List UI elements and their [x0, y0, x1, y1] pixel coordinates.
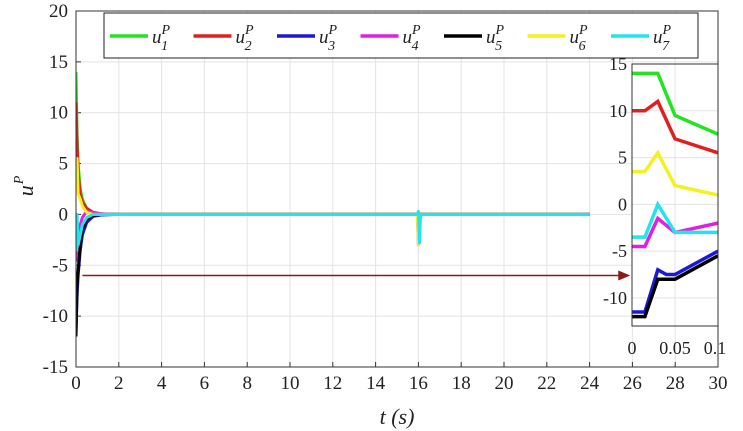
x-tick-label: 16 — [409, 373, 428, 394]
legend-label: uP 5 — [486, 23, 505, 54]
inset-y-tick-label: 15 — [609, 54, 627, 74]
inset-series-line-6 — [632, 149, 718, 197]
main-series-group — [76, 72, 590, 337]
x-tick-label: 12 — [323, 373, 342, 394]
legend: uP 1 uP 2 uP 3 uP 4 uP 5 uP 6 uP 7 — [103, 12, 699, 59]
legend-entry-4: uP 4 — [360, 23, 422, 54]
x-tick-label: 4 — [157, 373, 167, 394]
legend-entry-6: uP 6 — [527, 23, 589, 54]
series-line-6 — [76, 156, 590, 247]
legend-label: uP 3 — [319, 23, 338, 54]
inset-frame — [631, 63, 719, 327]
inset-x-tick-label: 0.1 — [704, 338, 727, 358]
x-tick-label: 30 — [709, 373, 728, 394]
legend-entry-7: uP 7 — [611, 23, 672, 54]
y-tick-label: 15 — [49, 52, 68, 73]
inset-series-line-3 — [632, 249, 718, 314]
x-tick-label: 14 — [366, 373, 386, 394]
series-line-7 — [76, 209, 590, 252]
x-tick-label: 10 — [281, 373, 300, 394]
inset-series-line-5 — [632, 254, 718, 319]
legend-box — [103, 12, 699, 59]
x-tick-label: 24 — [580, 373, 600, 394]
arrow-head — [618, 270, 631, 281]
y-tick-label: 10 — [49, 103, 68, 124]
x-tick-label: 0 — [71, 373, 81, 394]
x-axis-label: t (s) — [380, 404, 415, 429]
legend-entry-5: uP 5 — [444, 23, 505, 54]
x-tick-label: 18 — [452, 373, 471, 394]
legend-entry-2: uP 2 — [193, 23, 255, 54]
y-tick-label: 0 — [59, 204, 69, 225]
inset-y-tick-labels: 15 10 5 0 -5 -10 — [603, 54, 627, 308]
legend-label: uP 2 — [236, 23, 255, 54]
inset-chart: 0 0.05 0.1 15 10 5 0 -5 -10 — [603, 54, 726, 358]
x-tick-label: 28 — [666, 373, 685, 394]
x-tick-labels: 0 2 4 6 8 10 12 14 16 18 20 22 24 26 28 30 — [71, 373, 727, 394]
x-tick-label: 20 — [495, 373, 514, 394]
y-axis-label-text: uP — [12, 175, 38, 196]
y-axis-label: uP — [12, 175, 38, 196]
y-tick-label: -5 — [52, 255, 68, 276]
plot-area — [76, 11, 718, 367]
x-tick-label: 2 — [114, 373, 124, 394]
x-tick-label: 6 — [200, 373, 210, 394]
inset-series-group — [632, 71, 718, 319]
inset-x-tick-labels: 0 0.05 0.1 — [628, 338, 727, 358]
inset-series-line-2 — [632, 98, 718, 155]
inset-y-tick-label: 0 — [618, 194, 627, 214]
inset-x-tick-label: 0 — [628, 338, 637, 358]
legend-entry-3: uP 3 — [277, 23, 338, 54]
y-tick-labels: 20 15 10 5 0 -5 -10 -15 — [43, 1, 68, 378]
legend-label: uP 4 — [403, 23, 422, 54]
x-tick-label: 26 — [623, 373, 642, 394]
inset-y-tick-label: 10 — [609, 101, 627, 121]
legend-label: uP 7 — [653, 23, 672, 54]
legend-entry-1: uP 1 — [110, 23, 171, 54]
annotation-arrow — [82, 270, 631, 281]
y-tick-label: -10 — [43, 306, 68, 327]
legend-label: uP 6 — [570, 23, 589, 54]
inset-y-tick-label: 5 — [618, 148, 627, 168]
inset-y-tick-label: -5 — [612, 241, 627, 261]
x-tick-label: 8 — [242, 373, 252, 394]
legend-label: uP 1 — [152, 23, 171, 54]
x-tick-label: 22 — [537, 373, 556, 394]
y-tick-label: 20 — [49, 1, 68, 22]
inset-y-tick-label: -10 — [603, 288, 627, 308]
inset-x-tick-label: 0.05 — [659, 338, 691, 358]
y-tick-label: 5 — [59, 154, 69, 175]
inset-series-line-1 — [632, 71, 718, 136]
inset-series-line-4 — [632, 215, 718, 249]
y-tick-label: -15 — [43, 357, 68, 378]
inset-series-line-7 — [632, 200, 718, 239]
